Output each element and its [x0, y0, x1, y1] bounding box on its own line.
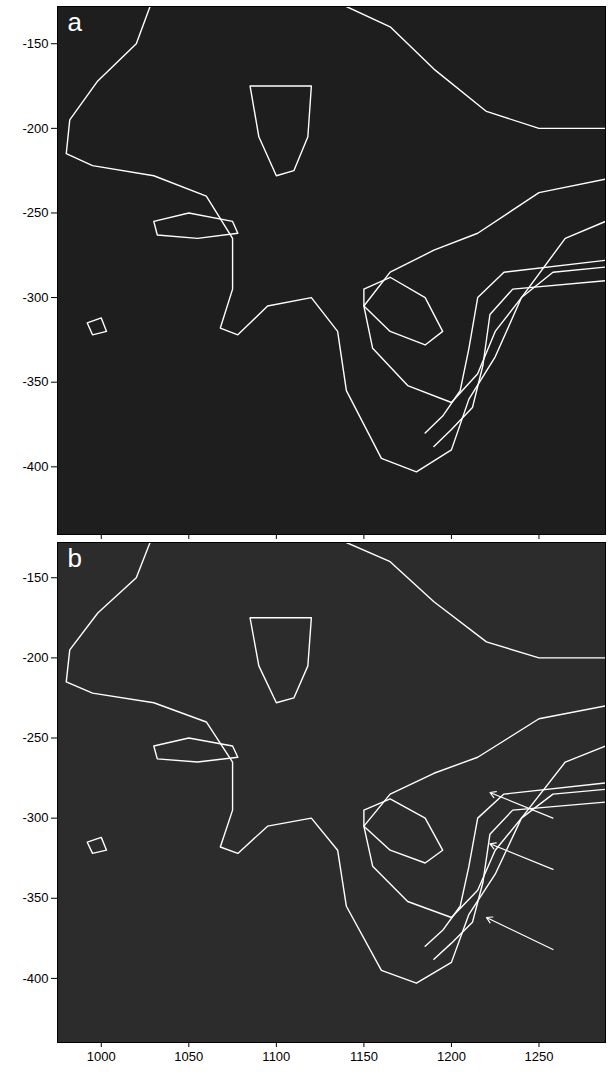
svg-text:-400: -400	[22, 971, 48, 986]
svg-text:1100: 1100	[262, 1049, 290, 1064]
svg-text:-350: -350	[22, 374, 48, 389]
svg-text:-350: -350	[22, 890, 48, 905]
svg-text:1000: 1000	[87, 1049, 116, 1064]
svg-text:-250: -250	[22, 205, 48, 220]
svg-text:1150: 1150	[350, 1049, 378, 1064]
svg-text:1050: 1050	[174, 1049, 203, 1064]
svg-text:-300: -300	[22, 810, 48, 825]
svg-text:-400: -400	[22, 459, 48, 474]
svg-text:a: a	[68, 7, 83, 37]
svg-text:-200: -200	[22, 650, 48, 665]
svg-text:-150: -150	[22, 36, 48, 51]
svg-text:1200: 1200	[437, 1049, 466, 1064]
svg-text:-300: -300	[22, 290, 48, 305]
svg-text:b: b	[68, 543, 82, 573]
svg-text:-200: -200	[22, 121, 48, 136]
svg-text:-150: -150	[22, 570, 48, 585]
svg-text:1250: 1250	[525, 1049, 554, 1064]
svg-text:-250: -250	[22, 730, 48, 745]
